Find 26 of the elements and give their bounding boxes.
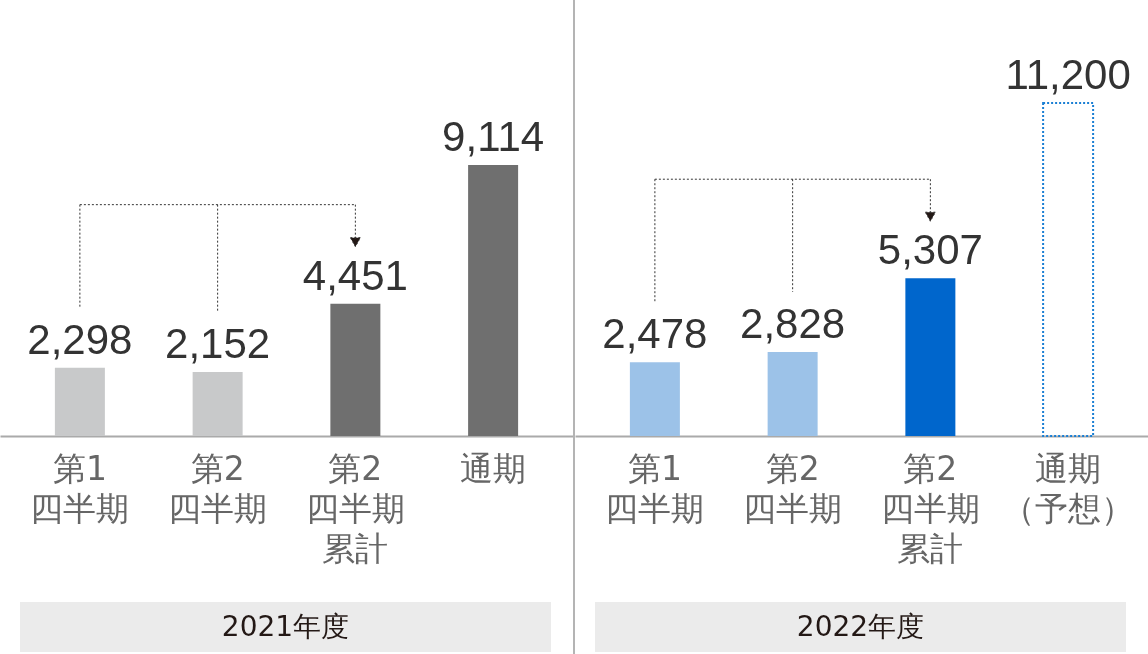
data-label: 4,451 bbox=[302, 251, 408, 299]
bar bbox=[54, 367, 105, 436]
data-label: 9,114 bbox=[442, 113, 545, 161]
bar bbox=[1042, 102, 1095, 437]
x-axis-title: 2021年度 bbox=[20, 602, 551, 652]
data-label: 2,828 bbox=[740, 299, 846, 347]
x-tick-label: 第2四半期 bbox=[743, 448, 843, 528]
bar bbox=[468, 165, 519, 436]
bar bbox=[192, 372, 243, 436]
data-label: 5,307 bbox=[877, 226, 983, 274]
x-tick-label: 第2四半期 bbox=[168, 448, 268, 528]
data-label: 2,478 bbox=[602, 310, 708, 358]
bar bbox=[767, 351, 818, 436]
x-axis-title: 2022年度 bbox=[595, 602, 1126, 652]
bar bbox=[330, 303, 381, 436]
x-tick-label: 通期 bbox=[460, 448, 527, 488]
x-tick-label: 第2四半期累計 bbox=[305, 448, 405, 568]
x-tick-label: 第2四半期累計 bbox=[880, 448, 980, 568]
data-label: 11,200 bbox=[1005, 51, 1131, 98]
data-label: 2,298 bbox=[27, 315, 133, 363]
x-tick-label: 通期（予想） bbox=[1002, 448, 1135, 528]
data-label: 2,152 bbox=[165, 320, 271, 368]
bar bbox=[905, 278, 956, 436]
bar bbox=[629, 362, 680, 436]
x-tick-label: 第1四半期 bbox=[605, 448, 705, 528]
x-tick-label: 第1四半期 bbox=[30, 448, 130, 528]
